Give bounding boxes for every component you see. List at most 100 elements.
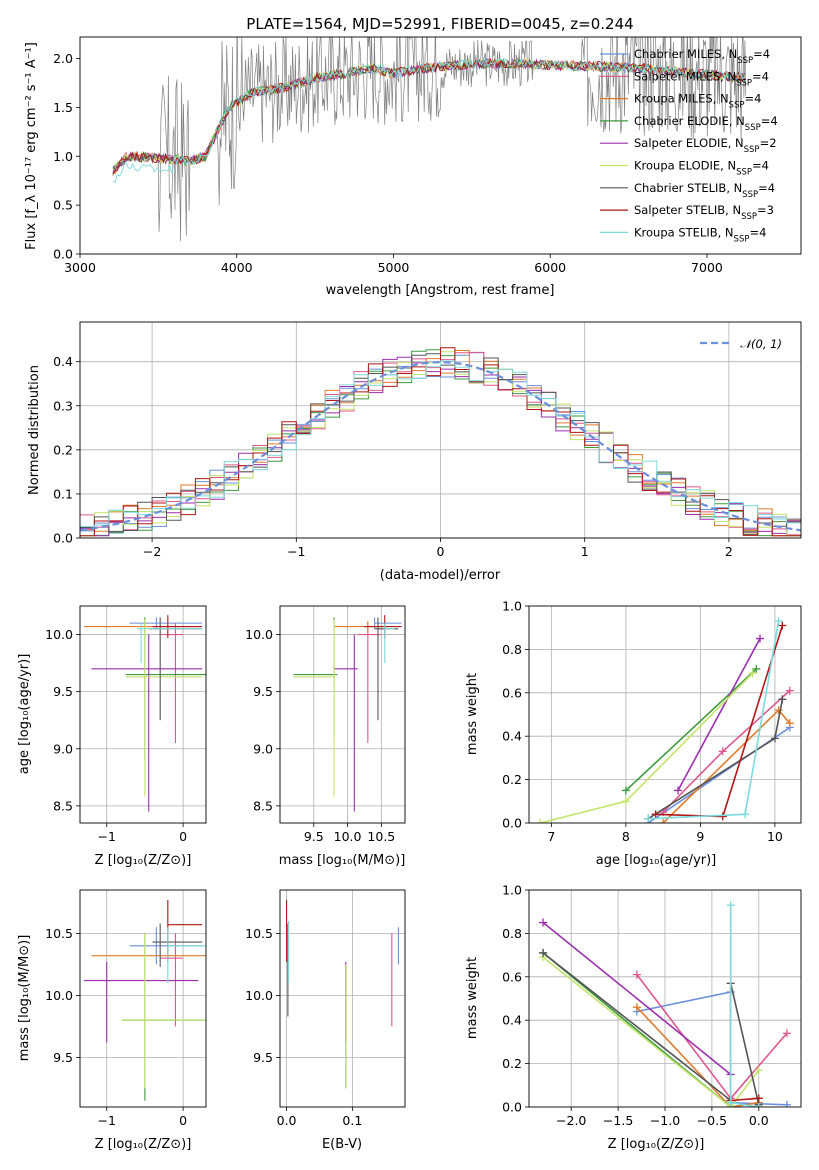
series-line-krou_miles xyxy=(636,1006,759,1107)
series-marker-chab_stelib xyxy=(778,695,787,704)
series-marker-krou_miles xyxy=(774,706,783,715)
x-tick-label: −1 xyxy=(287,544,305,559)
x-tick-label: −1 xyxy=(98,829,116,844)
x-tick-label: 1 xyxy=(581,544,589,559)
x-tick-label: 0 xyxy=(437,544,445,559)
massweight_vs_age-plot-area xyxy=(529,606,801,823)
y-tick-label: 1.5 xyxy=(53,100,73,115)
mass_vs_EBV-plot-area xyxy=(280,890,405,1107)
y-tick-label: 0.0 xyxy=(53,531,73,546)
x-tick-label: 10.0 xyxy=(334,829,362,844)
y-tick-label: 10.0 xyxy=(45,627,73,642)
massweight-vs-metallicity-panel: Z [log₁₀(Z/Z⊙)] mass weight −2.0 −1.5 −1.0… xyxy=(465,883,802,1152)
y-tick-label: 10.5 xyxy=(245,926,273,941)
series-marker-salp_elodie xyxy=(756,634,765,643)
x-tick-label: −1.5 xyxy=(603,1113,633,1128)
x-tick-label: 2 xyxy=(725,544,733,559)
normal-distribution-curve xyxy=(80,360,801,532)
axes-frame xyxy=(79,321,802,539)
y-tick-label: 0.8 xyxy=(502,926,522,941)
x-tick-label: 9 xyxy=(696,829,704,844)
series-marker-krou_stelib xyxy=(726,1098,735,1107)
y-tick-label: 0.2 xyxy=(502,1056,522,1071)
legend-label-krou_elodie: Kroupa ELODIE, NSSP=4 xyxy=(634,159,769,178)
y-tick-label: 10.0 xyxy=(245,988,273,1003)
y-tick-label: 9.0 xyxy=(53,741,73,756)
axes-frame xyxy=(279,889,406,1108)
y-tick-label: 0.4 xyxy=(53,354,73,369)
series-marker-krou_miles xyxy=(632,1003,641,1012)
mwZ-ylabel: mass weight xyxy=(465,957,480,1039)
x-tick-label: 9.5 xyxy=(304,829,324,844)
x-tick-label: −2.0 xyxy=(556,1113,586,1128)
x-tick-label: 0 xyxy=(179,1113,187,1128)
series-line-salp_stelib xyxy=(655,625,784,818)
y-tick-label: 8.5 xyxy=(53,798,73,813)
series-marker-chab_miles xyxy=(782,1100,791,1107)
x-tick-label: −2 xyxy=(143,544,161,559)
series-line-chab_stelib xyxy=(542,952,760,1105)
series-marker-krou_stelib xyxy=(644,814,653,823)
series-marker-krou_stelib xyxy=(754,1103,763,1107)
massweight-vs-age-panel: age [log₁₀(age/yr)] mass weight 7 8 9 10 0.0… xyxy=(465,599,802,868)
residuals-ylabel: Normed distribution xyxy=(27,365,42,495)
residuals-panel: (data-model)/error Normed distribution −… xyxy=(27,321,802,583)
x-tick-label: 10 xyxy=(767,829,783,844)
ageZ-xlabel: Z [log₁₀(Z/Z⊙)] xyxy=(95,853,192,868)
x-tick-label: 10.5 xyxy=(367,829,395,844)
y-tick-label: 0.6 xyxy=(502,685,522,700)
series-line-salp_stelib xyxy=(730,1097,759,1102)
series-marker-salp_miles xyxy=(785,686,794,695)
series-line-salp_elodie xyxy=(677,638,761,791)
y-tick-label: 0.1 xyxy=(53,486,73,501)
x-tick-label: 3000 xyxy=(64,260,96,275)
y-tick-label: 0.6 xyxy=(502,969,522,984)
series-marker-krou_stelib xyxy=(774,617,783,626)
series-line-salp_elodie xyxy=(542,921,732,1076)
series-marker-chab_stelib xyxy=(770,734,779,743)
x-tick-label: 7 xyxy=(547,829,555,844)
y-tick-label: 9.5 xyxy=(53,684,73,699)
model-spectrum-krou_stelib xyxy=(112,56,746,183)
y-tick-label: 0.0 xyxy=(53,247,73,262)
y-tick-label: 1.0 xyxy=(502,883,522,898)
y-tick-label: 9.5 xyxy=(253,1050,273,1065)
series-marker-krou_elodie xyxy=(754,1066,763,1075)
series-marker-krou_miles xyxy=(659,819,668,823)
age-vs-mass-panel: mass [log₁₀(M/M⊙)] 9.5 10.0 10.5 8.5 9.0 9.5 1… xyxy=(245,605,406,868)
y-tick-label: 0.4 xyxy=(502,729,522,744)
legend-label-salp_elodie: Salpeter ELODIE, NSSP=2 xyxy=(634,136,777,155)
spectrum-ylabel: Flux [f_λ 10⁻¹⁷ erg cm⁻² s⁻¹ A⁻¹] xyxy=(24,42,39,250)
mass-vs-metallicity-panel: Z [log₁₀(Z/Z⊙)] mass [log₁₀(M/M⊙)] −1 0 9.… xyxy=(17,889,207,1152)
massweight_vs_Z-plot-area xyxy=(529,890,801,1107)
mwAge-xlabel: age [log₁₀(age/yr)] xyxy=(596,853,717,868)
series-marker-krou_elodie xyxy=(748,669,757,678)
series-marker-salp_stelib xyxy=(718,812,727,821)
x-tick-label: −1.0 xyxy=(650,1113,680,1128)
legend-label-chab_miles: Chabrier MILES, NSSP=4 xyxy=(634,47,770,66)
y-tick-label: 0.8 xyxy=(502,642,522,657)
series-marker-salp_miles xyxy=(632,970,641,979)
series-marker-salp_miles xyxy=(718,747,727,756)
residuals-plot-area xyxy=(80,322,801,538)
axes-frame xyxy=(279,605,406,824)
x-tick-label: −0.5 xyxy=(697,1113,727,1128)
age_vs_mass-plot-area xyxy=(280,606,405,823)
y-tick-label: 0.3 xyxy=(53,398,73,413)
axes-frame xyxy=(528,605,802,824)
x-tick-label: 5000 xyxy=(378,260,410,275)
series-line-krou_stelib xyxy=(648,621,780,820)
x-tick-label: 0 xyxy=(179,829,187,844)
mE-xlabel: E(B-V) xyxy=(322,1137,362,1152)
x-tick-label: 4000 xyxy=(221,260,253,275)
series-marker-salp_stelib xyxy=(754,1094,763,1103)
legend-label-chab_stelib: Chabrier STELIB, NSSP=4 xyxy=(634,181,775,200)
y-tick-label: 1.0 xyxy=(53,149,73,164)
y-tick-label: 0.0 xyxy=(502,1100,522,1115)
spectrum-title: PLATE=1564, MJD=52991, FIBERID=0045, z=0… xyxy=(246,15,633,33)
axes-frame xyxy=(79,889,207,1108)
mwAge-ylabel: mass weight xyxy=(465,673,480,755)
x-tick-label: 0.1 xyxy=(342,1113,362,1128)
series-marker-krou_stelib xyxy=(726,901,735,910)
legend-label-krou_stelib: Kroupa STELIB, NSSP=4 xyxy=(634,225,766,244)
